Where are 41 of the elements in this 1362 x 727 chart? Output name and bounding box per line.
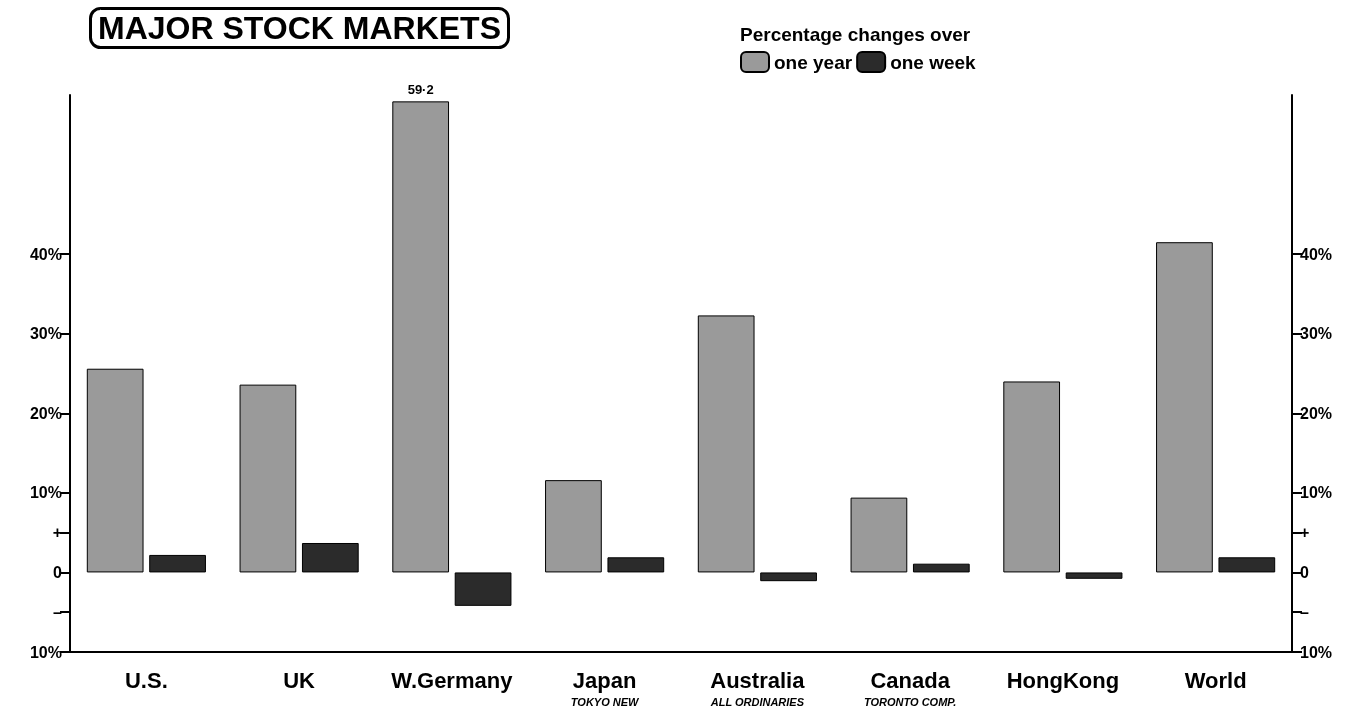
x-tick-label: U.S. bbox=[124, 667, 168, 693]
y2-tick-label: 30% bbox=[1300, 325, 1333, 343]
y2-tick-label: 40% bbox=[1300, 245, 1333, 263]
y-tick-label: 30% bbox=[29, 325, 62, 343]
bar bbox=[545, 480, 602, 573]
bar bbox=[912, 563, 970, 573]
bar bbox=[301, 542, 359, 573]
bar bbox=[454, 572, 512, 606]
bar bbox=[1218, 557, 1276, 573]
bar bbox=[239, 384, 297, 573]
chart-title: MAJOR STOCK MARKETS bbox=[98, 10, 501, 46]
x-tick-label: UK bbox=[283, 667, 316, 693]
bar bbox=[760, 572, 817, 582]
y-tick-label: 20% bbox=[29, 404, 62, 422]
y-tick-label: 10% bbox=[29, 643, 62, 661]
data-label: 59·2 bbox=[407, 82, 434, 98]
x-tick-label: W.Germany bbox=[391, 667, 514, 693]
legend-label: one week bbox=[890, 51, 977, 73]
bar bbox=[850, 497, 908, 573]
bar bbox=[86, 368, 144, 573]
y-tick-label: 10% bbox=[29, 484, 62, 502]
y2-tick-label: 0 bbox=[1300, 563, 1309, 581]
x-tick-label: World bbox=[1184, 667, 1247, 693]
legend-title: Percentage changes over bbox=[740, 24, 971, 45]
x-tick-label: Australia ALL ORDINARIES bbox=[709, 667, 806, 708]
bar bbox=[697, 315, 755, 573]
y2-tick-label: 20% bbox=[1300, 404, 1333, 422]
x-tick-label: Japan TOKYO NEW bbox=[570, 667, 641, 708]
legend-label: one year bbox=[774, 51, 853, 73]
y2-tick-label: 10% bbox=[1300, 643, 1333, 661]
bar bbox=[1065, 572, 1123, 579]
bar bbox=[1156, 242, 1213, 573]
y-tick-label: 40% bbox=[29, 245, 62, 263]
x-tick-label: Canada TORONTO COMP. bbox=[863, 667, 957, 708]
x-tick-label: HongKong bbox=[1006, 667, 1120, 693]
y-tick-label: 0 bbox=[53, 563, 63, 581]
bar bbox=[607, 557, 665, 573]
bar bbox=[392, 101, 450, 573]
y2-tick-label: 10% bbox=[1300, 484, 1333, 502]
bar bbox=[149, 554, 206, 573]
bar bbox=[1003, 381, 1061, 573]
